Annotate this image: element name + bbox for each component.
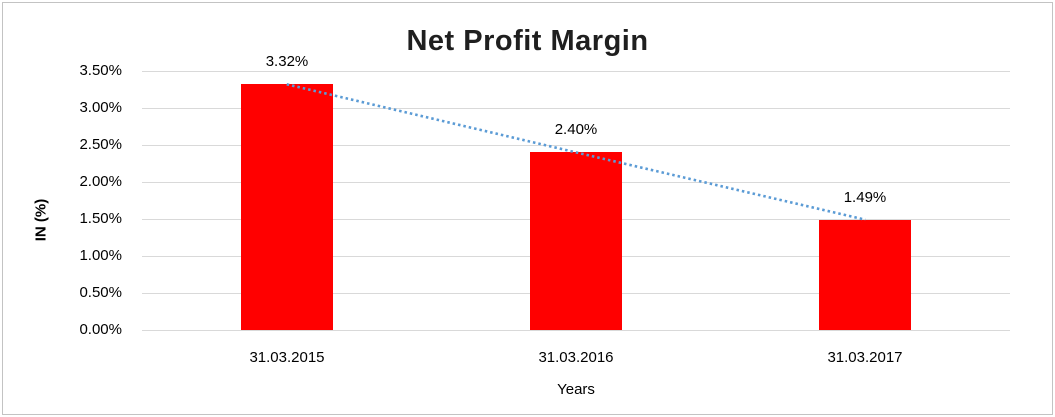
data-label: 1.49% [843,189,887,206]
y-tick-label: 3.00% [79,99,122,116]
y-tick-label: 3.50% [79,62,122,79]
y-axis-title: IN (%) [32,198,50,242]
bar [530,152,622,330]
bar [241,84,333,330]
data-label: 2.40% [554,121,598,138]
category-label: 31.03.2017 [827,349,903,366]
y-tick-label: 0.50% [79,284,122,301]
x-axis-title: Years [557,381,595,398]
y-tick-label: 0.00% [79,321,122,338]
y-tick-label: 1.50% [79,210,122,227]
data-label: 3.32% [265,53,309,70]
category-label: 31.03.2016 [538,349,614,366]
chart-title: Net Profit Margin [406,25,649,57]
gridline [142,330,1010,331]
bar [819,220,911,330]
y-tick-label: 1.00% [79,247,122,264]
gridline [142,71,1010,72]
y-tick-label: 2.00% [79,173,122,190]
category-label: 31.03.2015 [249,349,325,366]
y-tick-label: 2.50% [79,136,122,153]
